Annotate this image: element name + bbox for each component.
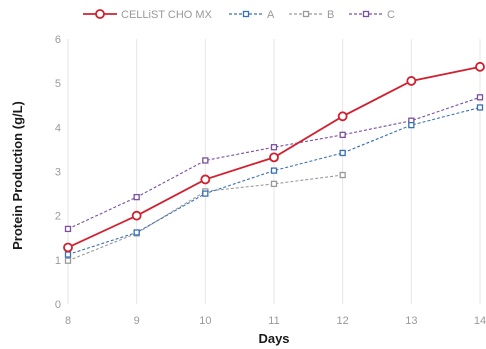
data-point xyxy=(339,171,346,179)
legend: CELLiST CHO MX A B C xyxy=(83,9,395,21)
y-tick-label: 5 xyxy=(55,78,61,90)
data-point xyxy=(337,111,348,122)
data-point xyxy=(133,229,140,236)
series-lines xyxy=(63,61,485,264)
data-point xyxy=(202,190,209,197)
legend-item-c: C xyxy=(349,9,395,21)
data-point xyxy=(131,210,142,221)
x-tick-label: 11 xyxy=(268,315,279,327)
legend-label: A xyxy=(267,9,275,21)
y-axis-title: Protein Production (g/L) xyxy=(10,101,25,250)
data-point xyxy=(64,251,72,258)
legend-marker xyxy=(95,9,105,19)
data-point xyxy=(200,174,211,185)
series-a xyxy=(64,104,484,258)
y-tick-label: 1 xyxy=(55,255,61,267)
legend-item-cellist: CELLiST CHO MX xyxy=(83,9,213,21)
data-point xyxy=(64,225,72,233)
data-point xyxy=(270,167,278,174)
y-tick-label: 3 xyxy=(55,167,61,179)
data-point xyxy=(64,257,72,264)
y-tick-label: 6 xyxy=(55,34,61,46)
data-point xyxy=(408,121,415,129)
x-tick-label: 12 xyxy=(337,315,349,327)
legend-item-b: B xyxy=(289,9,334,21)
x-axis-ticks: 8 9 10 11 12 13 14 xyxy=(65,315,486,327)
data-point xyxy=(202,157,209,164)
data-point xyxy=(270,144,278,151)
data-point xyxy=(63,242,73,253)
data-point xyxy=(269,152,279,163)
vertical-gridlines xyxy=(67,39,481,304)
y-tick-label: 4 xyxy=(55,122,61,134)
data-point xyxy=(476,94,484,101)
x-tick-label: 8 xyxy=(65,315,71,327)
series-line xyxy=(67,174,343,262)
x-tick-label: 9 xyxy=(134,315,140,327)
x-axis-title: Days xyxy=(258,331,289,346)
data-point xyxy=(406,76,417,86)
legend-marker xyxy=(362,10,370,18)
legend-label: C xyxy=(387,9,395,21)
y-tick-label: 0 xyxy=(55,299,61,311)
data-point xyxy=(339,131,346,138)
legend-marker xyxy=(242,10,250,18)
legend-marker xyxy=(302,10,310,18)
x-tick-label: 14 xyxy=(474,315,486,327)
legend-label: B xyxy=(327,9,334,21)
series-c xyxy=(64,94,484,233)
legend-item-a: A xyxy=(229,9,275,21)
y-tick-label: 2 xyxy=(55,211,61,223)
series-cellist xyxy=(63,61,485,253)
data-point xyxy=(475,61,485,72)
data-point xyxy=(270,180,278,188)
x-tick-label: 10 xyxy=(199,315,211,327)
legend-label: CELLiST CHO MX xyxy=(121,9,213,21)
data-point xyxy=(476,104,484,111)
y-axis-ticks: 0 1 2 3 4 5 6 xyxy=(55,34,61,311)
data-point xyxy=(339,149,346,157)
x-tick-label: 13 xyxy=(405,315,417,327)
data-point xyxy=(133,193,140,201)
